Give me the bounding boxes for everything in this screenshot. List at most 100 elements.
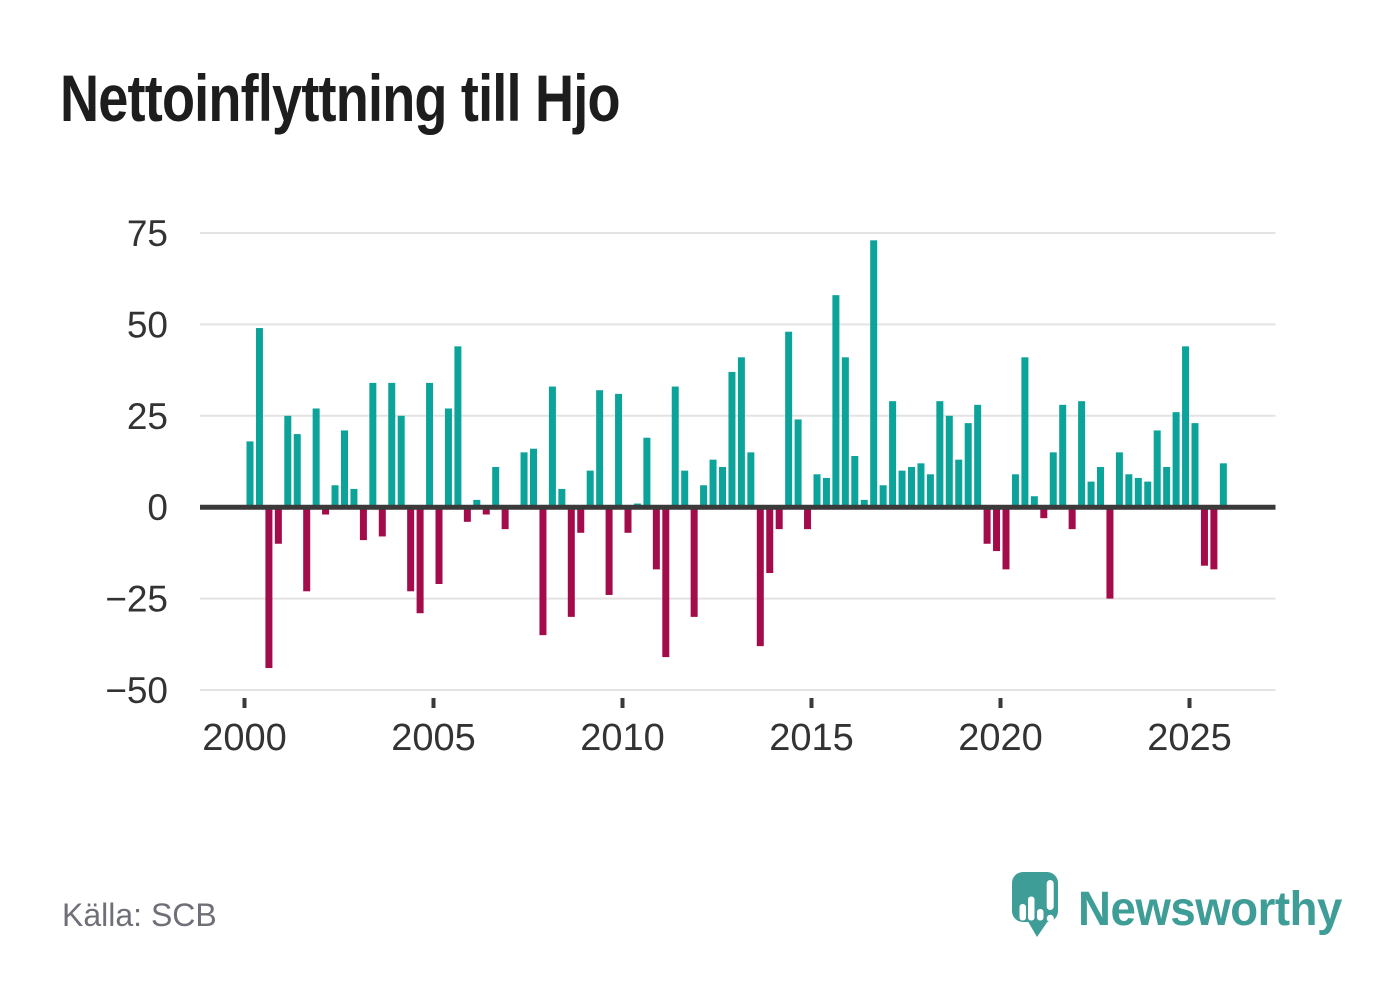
bar-2003-q3 <box>378 507 386 537</box>
bar-2016-q1 <box>851 456 859 508</box>
bar-2006-q3 <box>492 466 500 508</box>
chart-title: Nettoinflyttning till Hjo <box>60 61 621 135</box>
bar-2009-q1 <box>586 470 594 508</box>
bar-2017-q1 <box>889 401 897 508</box>
x-tick-label-2020: 2020 <box>958 717 1043 759</box>
bar-2011-q4 <box>690 507 698 617</box>
bar-2011-q1 <box>662 507 670 658</box>
bar-2003-q1 <box>359 507 367 541</box>
bar-2014-q3 <box>794 419 802 508</box>
bar-2001-q2 <box>293 434 301 508</box>
bar-2005-q4 <box>463 507 471 522</box>
bar-2008-q1 <box>548 386 556 508</box>
bar-2021-q4 <box>1068 507 1076 530</box>
x-tick-label-2015: 2015 <box>769 717 854 759</box>
bar-2025-q4 <box>1219 463 1227 508</box>
bar-2021-q1 <box>1040 507 1048 519</box>
logo-bar-3 <box>1037 909 1044 921</box>
bar-2017-q4 <box>917 463 925 508</box>
bar-2000-q4 <box>274 507 282 544</box>
x-tick-label-2010: 2010 <box>580 717 665 759</box>
bar-2002-q2 <box>331 485 339 508</box>
bar-2000-q3 <box>265 507 273 669</box>
bar-2000-q1 <box>246 441 254 508</box>
bar-2012-q4 <box>728 371 736 508</box>
y-tick-label-75: 75 <box>127 213 168 254</box>
logo-bar-2 <box>1028 896 1035 921</box>
bar-2010-q4 <box>652 507 660 570</box>
bar-2004-q2 <box>407 507 415 592</box>
bar-2019-q4 <box>993 507 1001 552</box>
bar-2018-q2 <box>936 401 944 508</box>
brand-footer: Newsworthy <box>1008 864 1348 954</box>
bar-2022-q2 <box>1087 481 1095 508</box>
bar-2020-q1 <box>1002 507 1010 570</box>
bar-2022-q3 <box>1097 466 1104 508</box>
bar-2002-q4 <box>350 488 358 508</box>
bar-2001-q4 <box>312 408 320 508</box>
bar-2009-q3 <box>605 507 613 595</box>
bar-2015-q2 <box>822 477 830 508</box>
bar-2003-q2 <box>369 382 377 508</box>
x-tick-mark-2000 <box>242 698 247 708</box>
bar-2011-q2 <box>671 386 679 508</box>
bar-2000-q2 <box>255 328 263 508</box>
logo-bar-1 <box>1019 904 1026 921</box>
bar-2024-q4 <box>1182 346 1190 508</box>
bar-2016-q4 <box>879 485 887 508</box>
bar-2009-q4 <box>615 393 623 508</box>
bar-2020-q2 <box>1011 474 1019 508</box>
bar-2013-q1 <box>737 357 745 508</box>
bar-2025-q3 <box>1210 507 1218 570</box>
bar-2007-q3 <box>530 448 537 508</box>
y-tick-label-0: 0 <box>147 487 168 528</box>
bar-2006-q4 <box>501 507 509 530</box>
bar-2005-q2 <box>444 408 452 508</box>
bar-2010-q1 <box>624 507 632 533</box>
x-tick-mark-2015 <box>809 698 814 708</box>
logo-speech-bubble-tail <box>1026 918 1050 937</box>
bar-2004-q1 <box>397 415 405 508</box>
bar-2012-q2 <box>709 459 717 508</box>
y-tick-label-50: 50 <box>127 304 168 345</box>
bar-2019-q1 <box>964 423 972 508</box>
y-tick-label--25: −25 <box>105 579 168 620</box>
bar-2008-q4 <box>577 507 585 533</box>
bar-2017-q2 <box>898 470 906 508</box>
bar-2012-q3 <box>719 466 726 508</box>
logo-exclamation-dot <box>1046 914 1054 922</box>
bar-2013-q4 <box>766 507 774 574</box>
bar-2015-q3 <box>832 295 840 508</box>
bar-2015-q4 <box>841 357 849 508</box>
x-tick-label-2005: 2005 <box>391 717 476 759</box>
bar-2025-q2 <box>1200 507 1208 566</box>
x-tick-label-2000: 2000 <box>202 717 287 759</box>
x-tick-mark-2020 <box>998 698 1003 708</box>
bar-2007-q2 <box>520 452 528 508</box>
bar-2011-q3 <box>681 470 689 508</box>
x-tick-label-2025: 2025 <box>1147 717 1232 759</box>
bar-2003-q4 <box>388 382 396 508</box>
bar-2018-q4 <box>955 459 963 508</box>
bar-2022-q1 <box>1078 401 1086 508</box>
bar-2021-q3 <box>1059 404 1067 508</box>
bar-2019-q3 <box>983 507 991 544</box>
bar-2008-q2 <box>558 488 566 508</box>
bar-2016-q2 <box>860 499 868 508</box>
y-tick-label-25: 25 <box>127 396 168 437</box>
bar-2009-q2 <box>596 390 604 508</box>
bar-2014-q1 <box>775 507 783 530</box>
bar-2017-q3 <box>908 466 915 508</box>
bar-2020-q3 <box>1021 357 1029 508</box>
bar-2002-q1 <box>322 507 330 515</box>
bar-2022-q4 <box>1106 507 1114 599</box>
x-tick-mark-2025 <box>1187 698 1192 708</box>
source-note: Källa: SCB <box>62 897 217 933</box>
y-tick-label--50: −50 <box>105 670 168 711</box>
x-tick-mark-2010 <box>620 698 625 708</box>
bar-2024-q1 <box>1153 430 1161 508</box>
bar-2012-q1 <box>700 485 708 508</box>
bar-2016-q3 <box>870 240 878 508</box>
bar-2005-q3 <box>454 346 462 508</box>
